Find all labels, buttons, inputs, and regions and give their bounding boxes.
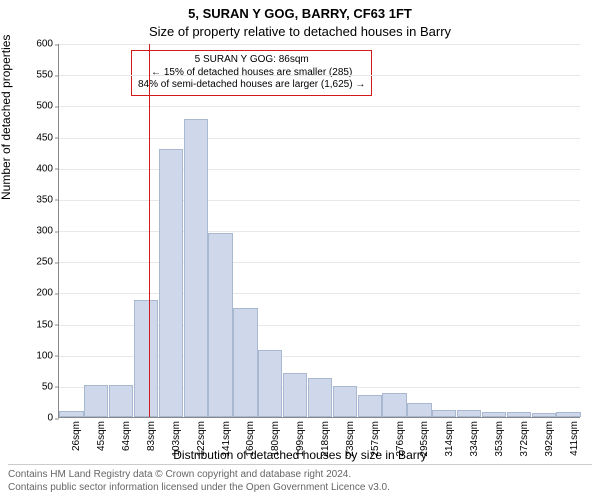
gridline <box>59 44 580 45</box>
annotation-line: ← 15% of detached houses are smaller (28… <box>138 67 365 80</box>
histogram-bar <box>184 119 208 417</box>
plot-area: 5 SURAN Y GOG: 86sqm← 15% of detached ho… <box>58 44 580 418</box>
y-tick-label: 250 <box>36 257 59 268</box>
x-tick-label: 26sqm <box>71 417 82 451</box>
y-axis-label: Number of detached properties <box>0 35 13 200</box>
chart-footer: Contains HM Land Registry data © Crown c… <box>0 460 600 500</box>
histogram-bar <box>457 410 481 417</box>
histogram-bar <box>283 373 307 417</box>
histogram-bar <box>333 386 357 417</box>
y-tick-label: 350 <box>36 194 59 205</box>
gridline <box>59 75 580 76</box>
histogram-bar <box>358 395 382 417</box>
gridline <box>59 293 580 294</box>
y-tick-label: 300 <box>36 226 59 237</box>
y-tick-label: 400 <box>36 163 59 174</box>
annotation-box: 5 SURAN Y GOG: 86sqm← 15% of detached ho… <box>131 50 372 96</box>
y-tick-label: 600 <box>36 39 59 50</box>
annotation-line: 84% of semi-detached houses are larger (… <box>138 79 365 92</box>
histogram-bar <box>432 410 456 417</box>
gridline <box>59 231 580 232</box>
gridline <box>59 169 580 170</box>
histogram-bar <box>308 378 332 417</box>
histogram-bar <box>382 393 406 417</box>
histogram-bar <box>208 233 232 417</box>
x-tick-label: 45sqm <box>96 417 107 451</box>
histogram-bar <box>258 350 282 417</box>
footer-line-2: Contains public sector information licen… <box>8 481 592 494</box>
chart-title-main: 5, SURAN Y GOG, BARRY, CF63 1FT <box>0 6 600 21</box>
chart-title-sub: Size of property relative to detached ho… <box>0 24 600 39</box>
y-tick-label: 500 <box>36 101 59 112</box>
gridline <box>59 106 580 107</box>
histogram-chart: 5, SURAN Y GOG, BARRY, CF63 1FT Size of … <box>0 0 600 500</box>
marker-line <box>149 44 150 417</box>
histogram-bar <box>84 385 108 417</box>
x-tick-label: 83sqm <box>146 417 157 451</box>
y-tick-label: 150 <box>36 319 59 330</box>
histogram-bar <box>233 308 257 417</box>
histogram-bar <box>134 300 158 417</box>
histogram-bar <box>159 149 183 417</box>
gridline <box>59 262 580 263</box>
y-tick-label: 200 <box>36 288 59 299</box>
histogram-bar <box>109 385 133 417</box>
y-tick-label: 550 <box>36 70 59 81</box>
gridline <box>59 200 580 201</box>
y-tick-label: 100 <box>36 350 59 361</box>
histogram-bar <box>407 403 431 417</box>
x-tick-label: 64sqm <box>121 417 132 451</box>
y-tick-label: 450 <box>36 132 59 143</box>
gridline <box>59 138 580 139</box>
y-tick-label: 0 <box>47 413 59 424</box>
footer-line-1: Contains HM Land Registry data © Crown c… <box>8 468 592 481</box>
annotation-line: 5 SURAN Y GOG: 86sqm <box>138 54 365 67</box>
y-tick-label: 50 <box>42 381 59 392</box>
